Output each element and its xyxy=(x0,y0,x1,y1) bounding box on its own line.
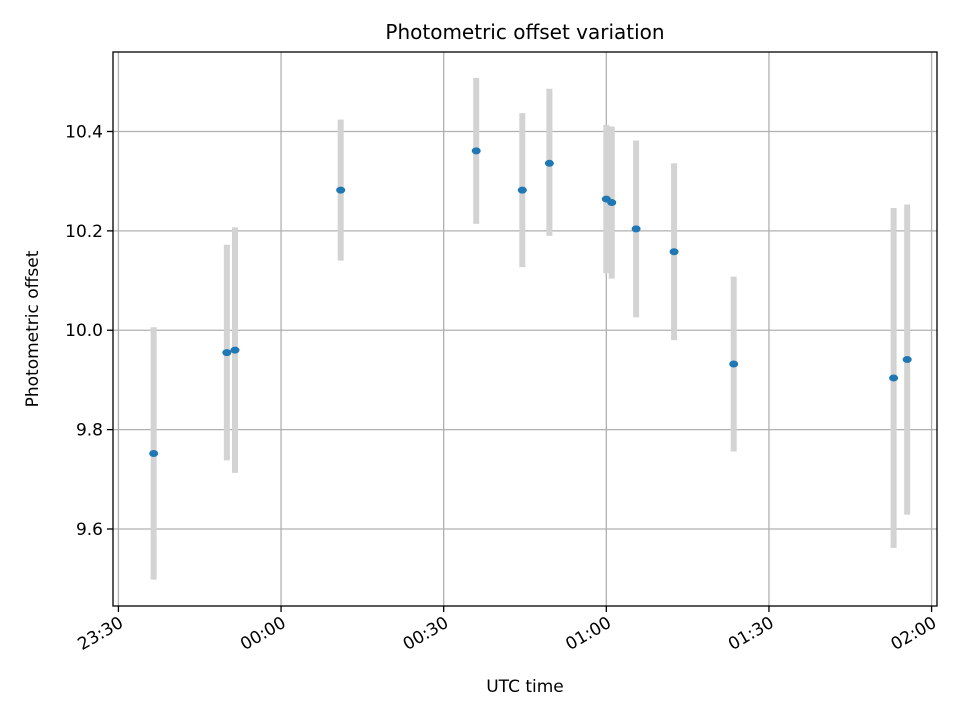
data-point xyxy=(902,356,912,364)
data-point xyxy=(889,374,899,382)
x-tick-label: 02:00 xyxy=(888,613,940,655)
grid-lines xyxy=(113,52,937,606)
x-tick-label: 00:00 xyxy=(237,613,289,655)
data-point xyxy=(471,147,481,155)
y-tick-label: 10.0 xyxy=(65,321,103,341)
y-tick-label: 9.8 xyxy=(76,421,103,441)
x-tick-label: 01:00 xyxy=(562,613,614,655)
y-axis-title: Photometric offset xyxy=(23,250,43,407)
x-axis-title: UTC time xyxy=(486,677,564,697)
y-tick-label: 9.6 xyxy=(76,520,103,540)
data-point xyxy=(517,186,527,194)
data-point xyxy=(669,248,679,256)
x-tick-label: 23:30 xyxy=(74,613,126,655)
data-point xyxy=(149,449,159,457)
x-axis-ticks: 23:30 00:00 00:30 01:00 01:30 02:00 xyxy=(74,606,940,655)
error-bars xyxy=(150,77,911,580)
plot-frame xyxy=(112,51,938,607)
data-point xyxy=(230,346,240,354)
data-point xyxy=(631,225,641,233)
data-points xyxy=(149,147,912,457)
data-point xyxy=(729,360,739,368)
data-point xyxy=(544,159,554,167)
data-point xyxy=(336,186,346,194)
x-tick-label: 00:30 xyxy=(400,613,452,655)
y-tick-label: 10.4 xyxy=(65,122,103,142)
data-point xyxy=(222,349,232,357)
y-axis-ticks: 9.6 9.8 10.0 10.2 10.4 xyxy=(65,122,113,540)
data-point xyxy=(607,199,617,207)
chart-title: Photometric offset variation xyxy=(385,20,664,44)
y-tick-label: 10.2 xyxy=(65,222,103,242)
x-tick-label: 01:30 xyxy=(725,613,777,655)
